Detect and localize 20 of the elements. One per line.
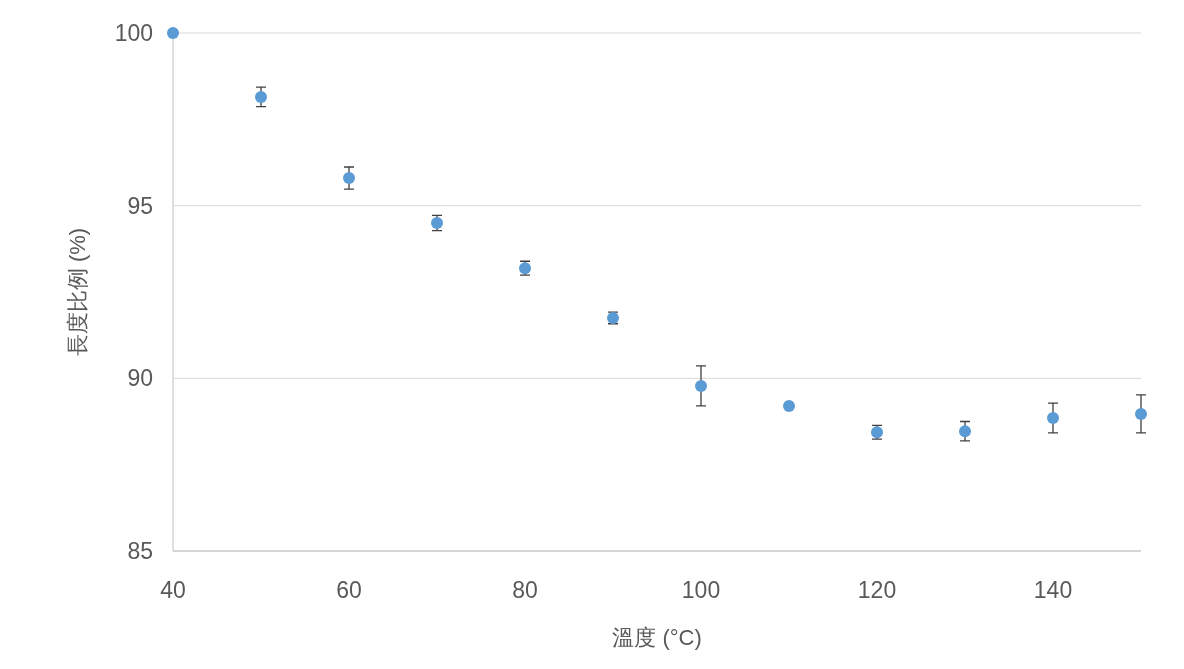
x-tick-label: 80 bbox=[512, 577, 538, 603]
point bbox=[343, 172, 355, 185]
x-tick-label: 140 bbox=[1033, 577, 1073, 603]
y-tick-label: 85 bbox=[127, 538, 153, 564]
x-tick-label: 40 bbox=[160, 577, 186, 603]
x-tick-label: 100 bbox=[681, 577, 721, 603]
y-tick-label: 100 bbox=[114, 20, 153, 46]
point bbox=[255, 90, 267, 103]
point bbox=[1047, 412, 1059, 425]
point bbox=[1135, 407, 1147, 420]
x-axis-title: 溫度 (°C) bbox=[612, 625, 702, 650]
point bbox=[695, 379, 707, 392]
y-axis-title: 長度比例 (%) bbox=[65, 227, 90, 357]
point bbox=[959, 425, 971, 438]
y-tick-label: 90 bbox=[127, 365, 153, 392]
point bbox=[783, 399, 795, 412]
x-tick-label: 60 bbox=[336, 577, 362, 603]
x-tick-label: 120 bbox=[857, 577, 897, 603]
point bbox=[167, 27, 179, 39]
y-tick-label: 95 bbox=[127, 192, 153, 219]
